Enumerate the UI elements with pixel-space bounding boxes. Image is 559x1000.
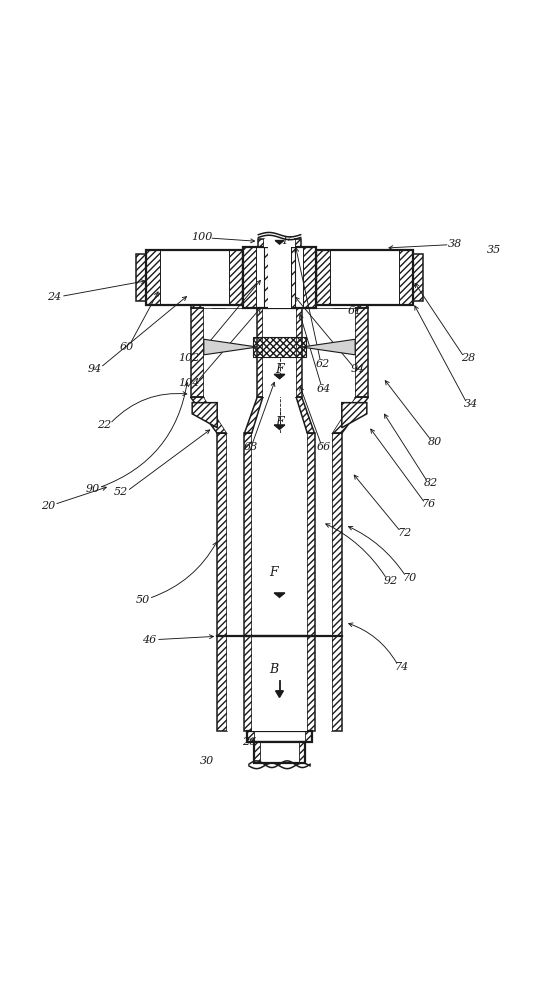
Bar [244,433,252,731]
Text: 90: 90 [86,484,100,494]
Polygon shape [276,691,283,697]
Text: 46: 46 [141,635,156,645]
Text: 76: 76 [421,499,435,509]
Bar [334,297,346,308]
Text: 20: 20 [41,501,56,511]
Bar [217,433,227,731]
Bar [146,250,160,305]
Text: 52: 52 [114,487,128,497]
Bar [254,742,260,763]
Text: 24: 24 [47,292,61,302]
Text: 28: 28 [462,353,476,363]
Bar [191,297,368,308]
Bar [227,433,332,731]
Bar [247,731,312,742]
Bar [253,337,306,357]
Bar [258,239,264,247]
Bar [254,742,305,763]
Bar [204,297,355,308]
Bar [264,239,295,247]
Text: F: F [282,236,290,246]
Bar [247,731,254,742]
Bar [268,297,291,308]
Text: 70: 70 [403,573,418,583]
Bar [264,247,268,308]
Polygon shape [274,425,285,429]
Text: 94: 94 [88,364,102,374]
Bar [252,433,307,731]
Text: 92: 92 [383,576,398,586]
Bar [332,433,342,731]
Bar [268,247,291,308]
Text: 82: 82 [424,478,438,488]
Bar [191,308,204,397]
Text: 38: 38 [448,239,462,249]
Bar [316,250,330,305]
Text: 94: 94 [350,364,364,374]
Text: 35: 35 [486,245,501,255]
Bar [291,247,295,308]
Bar [264,297,268,308]
Polygon shape [274,593,285,597]
Bar [295,239,301,247]
Bar [291,297,295,308]
Text: 50: 50 [136,595,150,605]
Polygon shape [192,403,217,428]
Polygon shape [342,403,367,428]
Text: 26: 26 [242,737,256,747]
Bar [399,250,413,305]
Bar [316,250,413,305]
Text: 66: 66 [317,442,331,452]
Text: 30: 30 [200,756,214,766]
Bar [204,308,355,397]
Polygon shape [302,339,355,355]
Text: 22: 22 [97,420,111,430]
Polygon shape [296,397,355,433]
Text: 100: 100 [191,232,212,242]
Text: 72: 72 [397,528,412,538]
Text: 34: 34 [465,399,479,409]
Bar [304,247,316,308]
Text: 74: 74 [395,662,409,672]
Bar [229,250,243,305]
Text: B: B [269,663,278,676]
Bar [305,731,312,742]
Polygon shape [204,339,257,355]
Polygon shape [275,241,284,244]
Text: 102: 102 [179,353,200,363]
Text: 80: 80 [428,437,442,447]
Text: F: F [275,363,284,376]
Text: 62: 62 [316,359,330,369]
Polygon shape [204,397,263,433]
Text: 64: 64 [317,384,331,394]
Bar [225,297,334,308]
Bar [299,742,305,763]
Text: 104: 104 [179,378,200,388]
Bar [355,308,368,397]
Text: F: F [269,566,278,579]
Bar [243,247,316,308]
Bar [257,308,263,397]
Bar [136,254,146,301]
Text: 60: 60 [120,342,134,352]
Text: 68: 68 [244,442,258,452]
Polygon shape [274,374,285,379]
Bar [307,433,315,731]
Text: 61: 61 [348,306,362,316]
Bar [263,308,296,397]
Bar [213,297,225,308]
Bar [243,247,255,308]
Text: F: F [275,416,284,429]
Bar [296,308,302,397]
Bar [146,250,243,305]
Bar [413,254,423,301]
